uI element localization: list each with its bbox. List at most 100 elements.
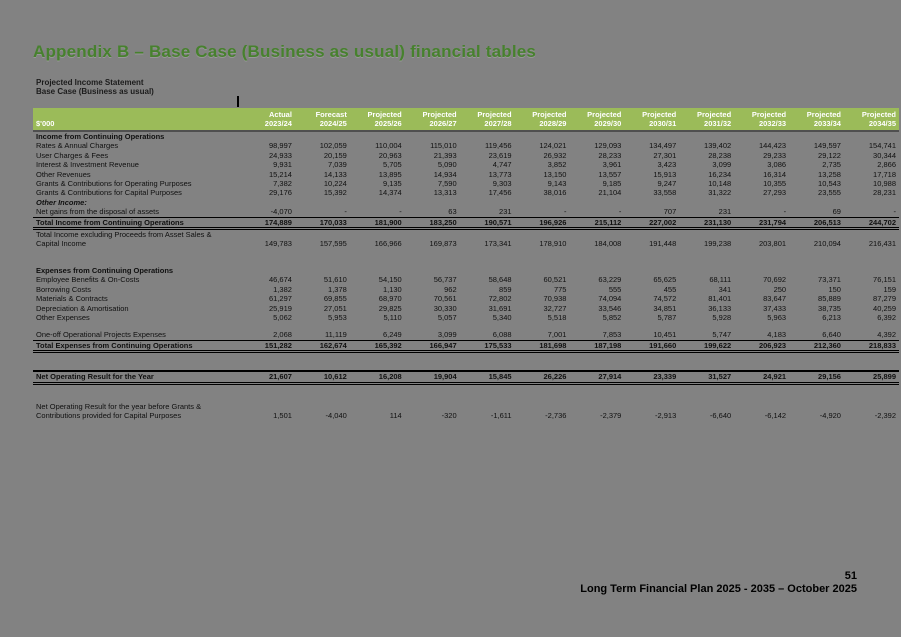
cell-value: 70,692 (763, 275, 787, 285)
cell-value (460, 131, 515, 141)
cell-value (460, 229, 515, 240)
cell-value: 58,648 (488, 275, 512, 285)
cell-value (350, 402, 405, 411)
cell-value: 3,961 (602, 160, 622, 170)
cell-value: 30,330 (433, 303, 457, 313)
table-row: Depreciation & Amortisation 25,919 27,051 2… (33, 304, 899, 313)
cell-value (350, 198, 405, 207)
cell-value: 61,297 (268, 294, 292, 304)
cell-value (350, 249, 405, 266)
cell-value: 170,033 (294, 216, 350, 231)
cell-value (405, 249, 460, 266)
cell-value (624, 352, 679, 372)
cell-value: 36,133 (708, 303, 732, 313)
cell-value (679, 198, 734, 207)
cell-value: 5,705 (382, 160, 402, 170)
cell-value (240, 198, 295, 207)
cell-value: 203,801 (758, 239, 787, 249)
cell-value: 5,090 (437, 160, 457, 170)
cell-value: 81,401 (708, 294, 732, 304)
cell-value: 5,747 (712, 330, 732, 340)
cell-value: 199,622 (679, 339, 735, 354)
column-header-2031-32: Projected 2031/32 (679, 108, 735, 132)
column-header-2027-28: Projected 2027/28 (459, 108, 515, 132)
row-label: Depreciation & Amortisation (36, 303, 129, 313)
cell-value (844, 249, 899, 266)
table-row: Expenses from Continuing Operations (33, 266, 899, 275)
cell-value: 6,640 (822, 330, 841, 340)
cell-value (295, 352, 350, 372)
cell-value: 134,497 (649, 141, 677, 151)
header-row: $'000 Actual 2023/24 Forecast 2024/25 Project… (33, 108, 899, 132)
cell-value (240, 249, 295, 266)
cell-value: 5,852 (602, 312, 622, 322)
cell-value: 70,561 (433, 294, 457, 304)
cell-value: 9,143 (547, 179, 567, 189)
table-header: $'000 Actual 2023/24 Forecast 2024/25 Project… (33, 108, 899, 132)
cell-value: 13,773 (488, 169, 512, 179)
cell-value (515, 266, 570, 275)
cell-value: 181,698 (514, 339, 570, 354)
cell-value (844, 266, 899, 275)
cell-value (734, 249, 789, 266)
cell-value: 74,094 (598, 294, 622, 304)
row-label: Net gains from the disposal of assets (36, 207, 159, 217)
cell-value: 56,737 (433, 275, 457, 285)
cell-value: 65,625 (653, 275, 677, 285)
cell-value: 210,094 (813, 239, 841, 249)
cell-value: 27,301 (653, 150, 677, 160)
table-row: Net gains from the disposal of assets -4,… (33, 207, 899, 217)
cell-value: 15,392 (323, 188, 347, 198)
cell-value (240, 131, 295, 141)
cell-value: - (618, 207, 622, 217)
cell-value (624, 383, 679, 402)
cell-value: 38,735 (818, 303, 841, 313)
cell-value: 7,001 (547, 330, 567, 340)
cell-value: 34,851 (653, 303, 677, 313)
text-cursor-mark (237, 96, 239, 107)
cell-value: 174,889 (240, 216, 295, 231)
cell-value: 124,021 (539, 141, 567, 151)
cell-value: 69 (832, 207, 841, 217)
row-label: Total Expenses from Continuing Operation… (33, 339, 241, 354)
cell-value (734, 198, 789, 207)
row-label: Net Operating Result for the year before… (36, 401, 202, 411)
row-label: Other Income: (36, 197, 87, 207)
cell-value (405, 322, 460, 330)
cell-value: 151,282 (240, 339, 295, 354)
cell-value: 16,234 (708, 169, 732, 179)
cell-value (515, 402, 570, 411)
cell-value: 129,093 (594, 141, 622, 151)
table-row: Total Expenses from Continuing Operation… (33, 339, 899, 354)
cell-value: 206,513 (789, 216, 844, 231)
table-row: One-off Operational Projects Expenses 2,0… (33, 330, 899, 340)
cell-value: 139,402 (704, 141, 732, 151)
row-label: Rates & Annual Charges (36, 141, 119, 151)
cell-value: 5,953 (328, 312, 347, 322)
cell-value (734, 131, 789, 141)
cell-value: -6,142 (764, 410, 787, 420)
table-row: Net Operating Result for the Year 21,607 1… (33, 370, 899, 385)
cell-value: 23,339 (624, 370, 680, 385)
cell-value (679, 383, 734, 402)
cell-value (624, 249, 679, 266)
cell-value (460, 402, 515, 411)
cell-value: 30,344 (873, 150, 896, 160)
cell-value: 72,802 (488, 294, 512, 304)
cell-value: 181,900 (349, 216, 405, 231)
cell-value: 9,303 (492, 179, 512, 189)
cell-value: - (563, 207, 567, 217)
cell-value: 20,963 (378, 150, 402, 160)
cell-value (624, 198, 679, 207)
cell-value (350, 131, 405, 141)
table-row: Contributions provided for Capital Purpo… (33, 411, 899, 420)
income-statement-table: $'000 Actual 2023/24 Forecast 2024/25 Project… (33, 108, 899, 420)
row-label: Borrowing Costs (36, 284, 92, 294)
cell-value (240, 322, 295, 330)
cell-value (515, 131, 570, 141)
cell-value: 51,610 (323, 275, 347, 285)
cell-value: 24,933 (268, 150, 292, 160)
cell-value: 6,213 (822, 312, 841, 322)
cell-value (734, 266, 789, 275)
unit-label: $'000 (33, 108, 241, 132)
